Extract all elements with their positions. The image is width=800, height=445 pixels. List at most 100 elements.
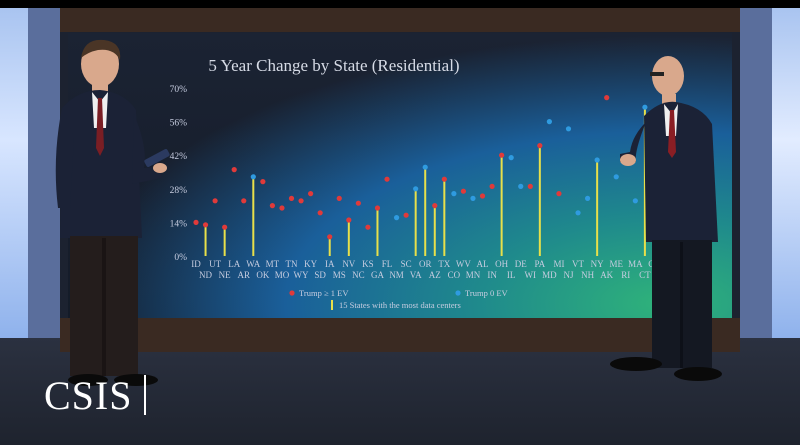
state-label: MI	[553, 259, 564, 269]
state-label: NY	[591, 259, 604, 269]
state-label: DE	[515, 259, 527, 269]
data-point	[604, 95, 610, 101]
data-point	[202, 222, 209, 228]
light-panel-left	[0, 8, 28, 338]
state-label: VA	[410, 270, 422, 280]
data-point	[231, 167, 237, 173]
state-label: NC	[352, 270, 365, 280]
state-label: MT	[266, 259, 280, 269]
data-point	[499, 152, 505, 158]
data-point	[336, 195, 342, 201]
scatter-chart: 5 Year Change by State (Residential) 0% 1…	[170, 56, 669, 310]
state-label: WV	[456, 259, 471, 269]
data-point	[613, 174, 619, 180]
state-label: LA	[228, 259, 240, 269]
state-label: MS	[333, 270, 346, 280]
state-label: FL	[382, 259, 393, 269]
state-label: ID	[191, 259, 201, 269]
data-point	[594, 157, 600, 163]
state-label: AZ	[429, 270, 441, 280]
data-point	[327, 234, 333, 240]
state-label: UT	[209, 259, 221, 269]
chart-legend: Trump ≥ 1 EV Trump 0 EV 15 States with the…	[289, 288, 509, 310]
data-point	[642, 104, 648, 110]
state-label: KS	[362, 259, 374, 269]
data-point	[193, 219, 199, 225]
y-tick-label: 28%	[170, 186, 188, 196]
data-point	[584, 195, 591, 201]
data-point	[403, 212, 409, 218]
logo-divider	[144, 375, 146, 415]
wall-left	[28, 8, 60, 338]
data-point	[355, 200, 361, 206]
data-point	[565, 126, 572, 132]
lollipop-stems	[204, 109, 646, 256]
state-label: WI	[525, 270, 537, 280]
state-label: ND	[199, 270, 212, 280]
legend-marker	[455, 290, 461, 296]
data-point	[546, 119, 552, 125]
state-label: OH	[495, 259, 508, 269]
data-point	[537, 143, 543, 149]
state-label: MN	[466, 270, 481, 280]
state-label: WA	[246, 259, 260, 269]
x-axis-state-labels: IDNDUTNELAARWAOKMTMOTNWYKYSDIAMSNVNCKSGA…	[191, 259, 669, 280]
presenter-right	[610, 56, 722, 381]
state-label: IA	[325, 259, 335, 269]
csis-logo: CSIS	[44, 373, 133, 418]
state-label: PA	[534, 259, 545, 269]
data-point	[288, 195, 295, 201]
data-point	[279, 205, 285, 211]
state-label: NM	[389, 270, 404, 280]
data-point	[451, 191, 457, 197]
y-tick-label: 0%	[174, 253, 187, 263]
data-point	[432, 203, 438, 209]
data-points	[193, 95, 667, 240]
state-label: MO	[275, 270, 290, 280]
data-point	[479, 193, 486, 199]
data-point	[527, 183, 533, 189]
data-point	[441, 176, 447, 182]
legend-marker	[289, 290, 295, 296]
data-point	[250, 174, 256, 180]
data-point	[269, 203, 276, 209]
data-point	[413, 186, 419, 192]
y-axis: 0% 14% 28% 42% 56% 70%	[170, 85, 188, 263]
data-point	[298, 198, 304, 204]
legend-label: Trump ≥ 1 EV	[299, 288, 349, 298]
data-point	[317, 210, 323, 216]
ceiling	[0, 0, 800, 8]
state-label: VT	[572, 259, 584, 269]
data-point	[518, 183, 524, 189]
data-point	[241, 198, 247, 204]
state-label: RI	[621, 270, 630, 280]
state-label: CO	[448, 270, 461, 280]
data-point	[365, 224, 371, 230]
state-label: IN	[487, 270, 497, 280]
data-point	[632, 198, 638, 204]
legend-label: 15 States with the most data centers	[339, 300, 461, 310]
data-point	[556, 191, 562, 197]
state-label: ME	[609, 259, 623, 269]
data-point	[489, 183, 495, 189]
state-label: CT	[639, 270, 651, 280]
state-label: NJ	[563, 270, 573, 280]
data-point	[470, 195, 476, 201]
state-label: AL	[477, 259, 489, 269]
state-label: AR	[237, 270, 250, 280]
state-label: TN	[286, 259, 298, 269]
y-tick-label: 56%	[170, 119, 188, 129]
y-tick-label: 14%	[170, 219, 188, 229]
data-point	[222, 224, 228, 230]
data-point	[393, 215, 400, 221]
state-label: NV	[342, 259, 355, 269]
wood-valance	[60, 8, 740, 32]
state-label: MA	[628, 259, 643, 269]
data-point	[575, 210, 581, 216]
state-label: SD	[314, 270, 326, 280]
data-point	[346, 217, 352, 223]
data-point	[308, 191, 314, 197]
state-label: SC	[401, 259, 412, 269]
wood-baseboard	[60, 318, 740, 352]
